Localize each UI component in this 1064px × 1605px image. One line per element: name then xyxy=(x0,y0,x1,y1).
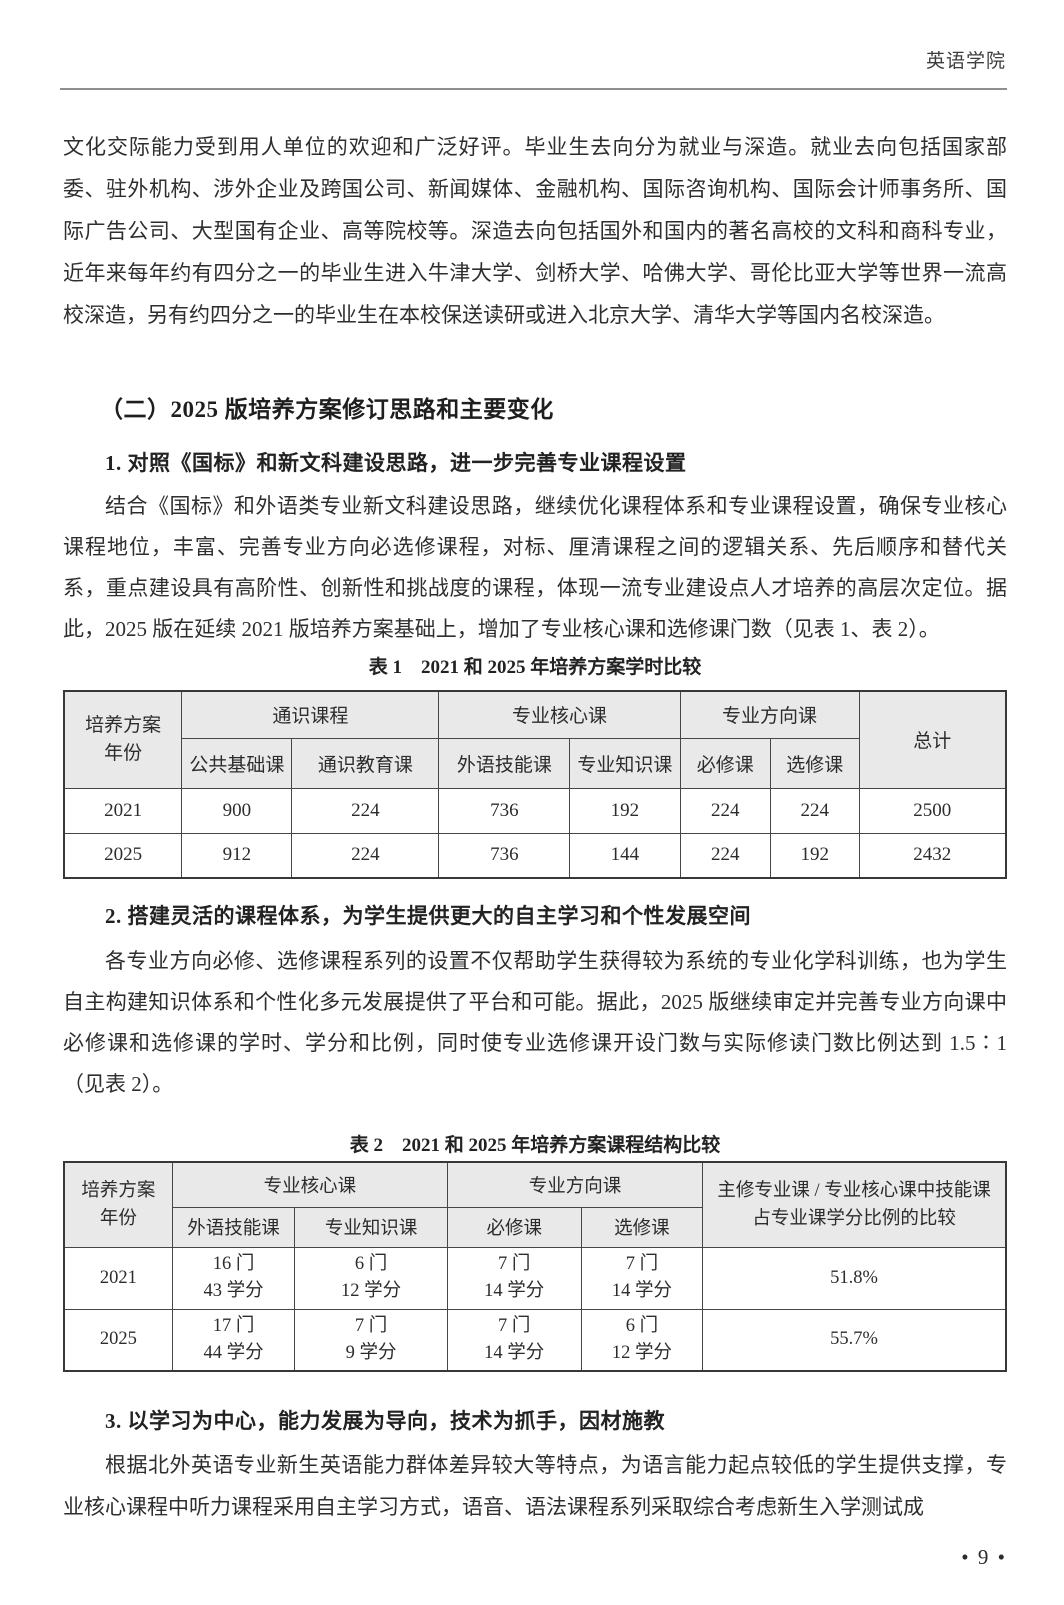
t1-cell: 736 xyxy=(438,787,571,834)
table-2-caption: 表 2 2021 和 2025 年培养方案课程结构比较 xyxy=(349,1135,721,1156)
paragraph-2: 各专业方向必修、选修课程系列的设置不仅帮助学生获得较为系统的专业化学科训练，也为… xyxy=(63,949,1007,1096)
t1-cell-year: 2025 xyxy=(63,832,183,879)
t2-cell-ratio: 55.7% xyxy=(702,1308,1007,1372)
t2-cell: 17 门 44 学分 xyxy=(171,1308,296,1372)
t2-header-year-line2: 年份 xyxy=(99,1208,137,1229)
t1-cell: 224 xyxy=(679,832,771,879)
t1-header-year-line2: 年份 xyxy=(104,742,143,764)
t1-cell: 736 xyxy=(438,832,571,879)
paragraph-continuation: 文化交际能力受到用人单位的欢迎和广泛好评。毕业生去向分为就业与深造。就业去向包括… xyxy=(63,135,1007,327)
t2-header-group-core: 专业核心课 xyxy=(171,1161,448,1208)
t1-cell: 224 xyxy=(291,832,440,879)
header-institution-name: 英语学院 xyxy=(925,51,1006,72)
t1-row-2021: 2021 900 224 736 192 224 224 2500 xyxy=(63,787,1007,834)
subsection-2-heading: 2. 搭建灵活的课程体系，为学生提供更大的自主学习和个性发展空间 xyxy=(105,904,751,928)
t1-cell: 2432 xyxy=(858,832,1007,879)
t1-header-sub: 公共基础课 xyxy=(181,737,293,789)
t1-header-year: 培养方案 年份 xyxy=(63,690,183,789)
t1-cell: 224 xyxy=(679,787,771,834)
t2-header-sub: 专业知识课 xyxy=(294,1206,448,1248)
t2-cell: 16 门 43 学分 xyxy=(171,1246,296,1310)
paragraph-1: 结合《国标》和外语类专业新文科建设思路，继续优化课程体系和专业课程设置，确保专业… xyxy=(63,494,1007,641)
t1-header-group-core: 专业核心课 xyxy=(438,690,681,739)
t1-cell: 224 xyxy=(291,787,440,834)
t1-header-total: 总计 xyxy=(858,690,1007,789)
section-heading: （二）2025 版培养方案修订思路和主要变化 xyxy=(100,397,554,422)
t1-cell: 912 xyxy=(181,832,293,879)
table-1: 培养方案 年份 通识课程 专业核心课 专业方向课 总计 公共基础课 通识教育课 … xyxy=(63,690,1007,879)
t1-row-2025: 2025 912 224 736 144 224 192 2432 xyxy=(63,832,1007,879)
t1-cell: 192 xyxy=(569,787,681,834)
t1-cell: 2500 xyxy=(858,787,1007,834)
t1-header-sub: 专业知识课 xyxy=(569,737,681,789)
table-1-caption: 表 1 2021 和 2025 年培养方案学时比较 xyxy=(368,657,702,678)
t2-cell: 7 门 14 学分 xyxy=(446,1308,582,1372)
t1-cell: 224 xyxy=(769,787,860,834)
t2-cell: 7 门 9 学分 xyxy=(294,1308,448,1372)
t1-header-group-direction: 专业方向课 xyxy=(679,690,860,739)
t1-header-sub: 通识教育课 xyxy=(291,737,440,789)
t1-header-sub: 外语技能课 xyxy=(438,737,571,789)
page-number: • 9 • xyxy=(961,1545,1007,1569)
t2-cell-year: 2025 xyxy=(63,1308,173,1372)
t1-header-year-line1: 培养方案 xyxy=(85,714,162,736)
header-rule xyxy=(60,88,1007,90)
t1-cell: 144 xyxy=(569,832,681,879)
t1-header-sub: 选修课 xyxy=(769,737,860,789)
table-2: 培养方案 年份 专业核心课 专业方向课 主修专业课 / 专业核心课中技能课占专业… xyxy=(63,1161,1007,1372)
t1-cell-year: 2021 xyxy=(63,787,183,834)
t2-header-group-direction: 专业方向课 xyxy=(446,1161,704,1208)
t2-cell-year: 2021 xyxy=(63,1246,173,1310)
t2-cell: 6 门 12 学分 xyxy=(580,1308,704,1372)
t2-cell: 6 门 12 学分 xyxy=(294,1246,448,1310)
t2-header-sub: 选修课 xyxy=(580,1206,704,1248)
t2-cell: 7 门 14 学分 xyxy=(446,1246,582,1310)
t1-cell: 900 xyxy=(181,787,293,834)
t2-header-ratio: 主修专业课 / 专业核心课中技能课占专业课学分比例的比较 xyxy=(702,1161,1007,1248)
t2-header-year: 培养方案 年份 xyxy=(63,1161,173,1248)
t1-header-group-general: 通识课程 xyxy=(181,690,440,739)
t2-cell-ratio: 51.8% xyxy=(702,1246,1007,1310)
subsection-3-heading: 3. 以学习为中心，能力发展为导向，技术为抓手，因材施教 xyxy=(105,1409,665,1433)
t2-row-2021: 2021 16 门 43 学分 6 门 12 学分 7 门 14 学分 7 门 … xyxy=(63,1246,1007,1310)
t2-cell: 7 门 14 学分 xyxy=(580,1246,704,1310)
t2-header-year-line1: 培养方案 xyxy=(81,1180,156,1201)
t2-row-2025: 2025 17 门 44 学分 7 门 9 学分 7 门 14 学分 6 门 1… xyxy=(63,1308,1007,1372)
subsection-1-heading: 1. 对照《国标》和新文科建设思路，进一步完善专业课程设置 xyxy=(105,451,687,475)
t2-header-sub: 必修课 xyxy=(446,1206,582,1248)
paragraph-3: 根据北外英语专业新生英语能力群体差异较大等特点，为语言能力起点较低的学生提供支撑… xyxy=(63,1453,1007,1519)
t1-header-sub: 必修课 xyxy=(679,737,771,789)
t2-header-sub: 外语技能课 xyxy=(171,1206,296,1248)
t1-cell: 192 xyxy=(769,832,860,879)
